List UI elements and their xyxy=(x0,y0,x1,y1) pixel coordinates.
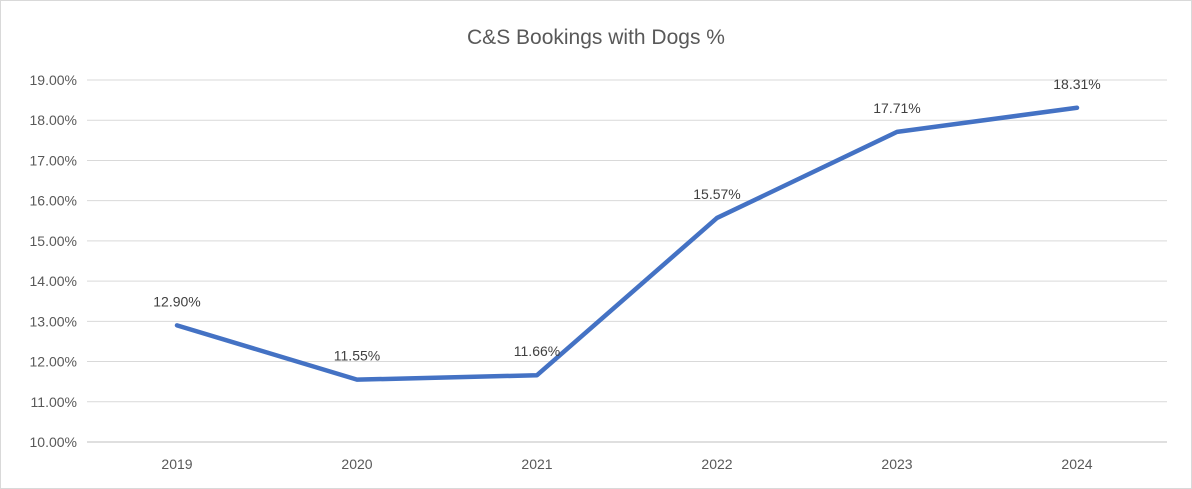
x-axis-tick-label: 2019 xyxy=(161,456,192,472)
y-axis-tick-label: 15.00% xyxy=(30,233,77,249)
y-axis-tick-label: 10.00% xyxy=(30,434,77,450)
y-axis-tick-label: 14.00% xyxy=(30,273,77,289)
data-point-label: 15.57% xyxy=(693,186,740,202)
data-point-label: 12.90% xyxy=(153,293,200,309)
data-point-label: 18.31% xyxy=(1053,76,1100,92)
data-point-label: 17.71% xyxy=(873,100,920,116)
x-axis-tick-label: 2024 xyxy=(1061,456,1092,472)
y-axis-tick-label: 12.00% xyxy=(30,354,77,370)
y-axis-tick-label: 18.00% xyxy=(30,112,77,128)
y-axis-tick-label: 17.00% xyxy=(30,152,77,168)
x-axis-tick-label: 2023 xyxy=(881,456,912,472)
y-axis-tick-label: 16.00% xyxy=(30,193,77,209)
data-series-line xyxy=(174,105,1080,382)
y-axis-tick-label: 13.00% xyxy=(30,313,77,329)
x-axis-tick-label: 2022 xyxy=(701,456,732,472)
x-axis-tick-label: 2021 xyxy=(521,456,552,472)
y-axis-tick-label: 11.00% xyxy=(31,394,77,410)
data-point-label: 11.55% xyxy=(334,348,380,364)
data-point-label: 11.66% xyxy=(514,343,560,359)
x-axis-tick-label: 2020 xyxy=(341,456,372,472)
y-axis-tick-label: 19.00% xyxy=(30,72,77,88)
